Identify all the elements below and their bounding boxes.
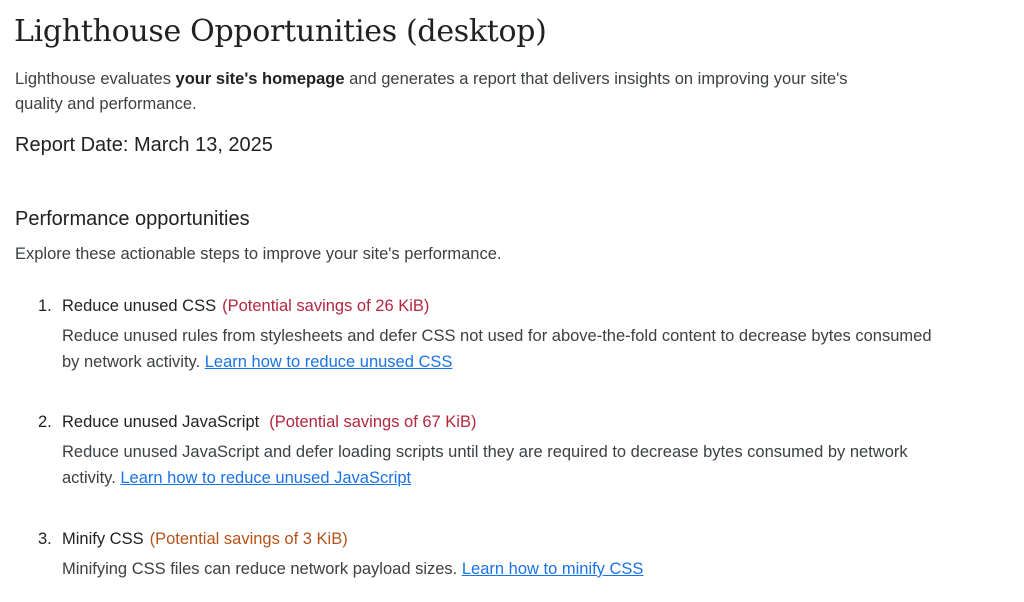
section-subtitle: Explore these actionable steps to improv… — [15, 245, 502, 263]
learn-more-link[interactable]: Learn how to minify CSS — [461, 560, 644, 578]
intro-prefix: Lighthouse evaluates — [15, 70, 176, 88]
item-description: Minifying CSS files can reduce network p… — [62, 560, 462, 578]
item-title: Minify CSS — [62, 530, 144, 548]
item-number: 3. — [38, 530, 52, 548]
learn-more-link[interactable]: Learn how to reduce unused CSS — [204, 353, 453, 371]
page-title: Lighthouse Opportunities (desktop) — [14, 14, 547, 49]
item-title: Reduce unused JavaScript — [62, 413, 260, 431]
item-number: 1. — [38, 297, 52, 315]
item-title: Reduce unused CSS — [62, 297, 217, 315]
item-savings: (Potential savings of 3 KiB) — [149, 530, 348, 548]
item-description: Reduce unused JavaScript and defer loadi… — [62, 443, 908, 487]
item-savings: (Potential savings of 26 KiB) — [222, 297, 430, 315]
report-date: Report Date: March 13, 2025 — [15, 134, 273, 156]
item-description: Reduce unused rules from stylesheets and… — [62, 327, 932, 371]
learn-more-link[interactable]: Learn how to reduce unused JavaScript — [120, 469, 412, 487]
section-heading: Performance opportunities — [15, 208, 250, 230]
item-number: 2. — [38, 413, 52, 431]
item-savings: (Potential savings of 67 KiB) — [269, 413, 477, 431]
intro-text: Lighthouse evaluates your site's homepag… — [15, 67, 895, 117]
intro-bold: your site's homepage — [175, 70, 345, 88]
intro-suffix: and generates a report that delivers ins… — [15, 70, 848, 113]
